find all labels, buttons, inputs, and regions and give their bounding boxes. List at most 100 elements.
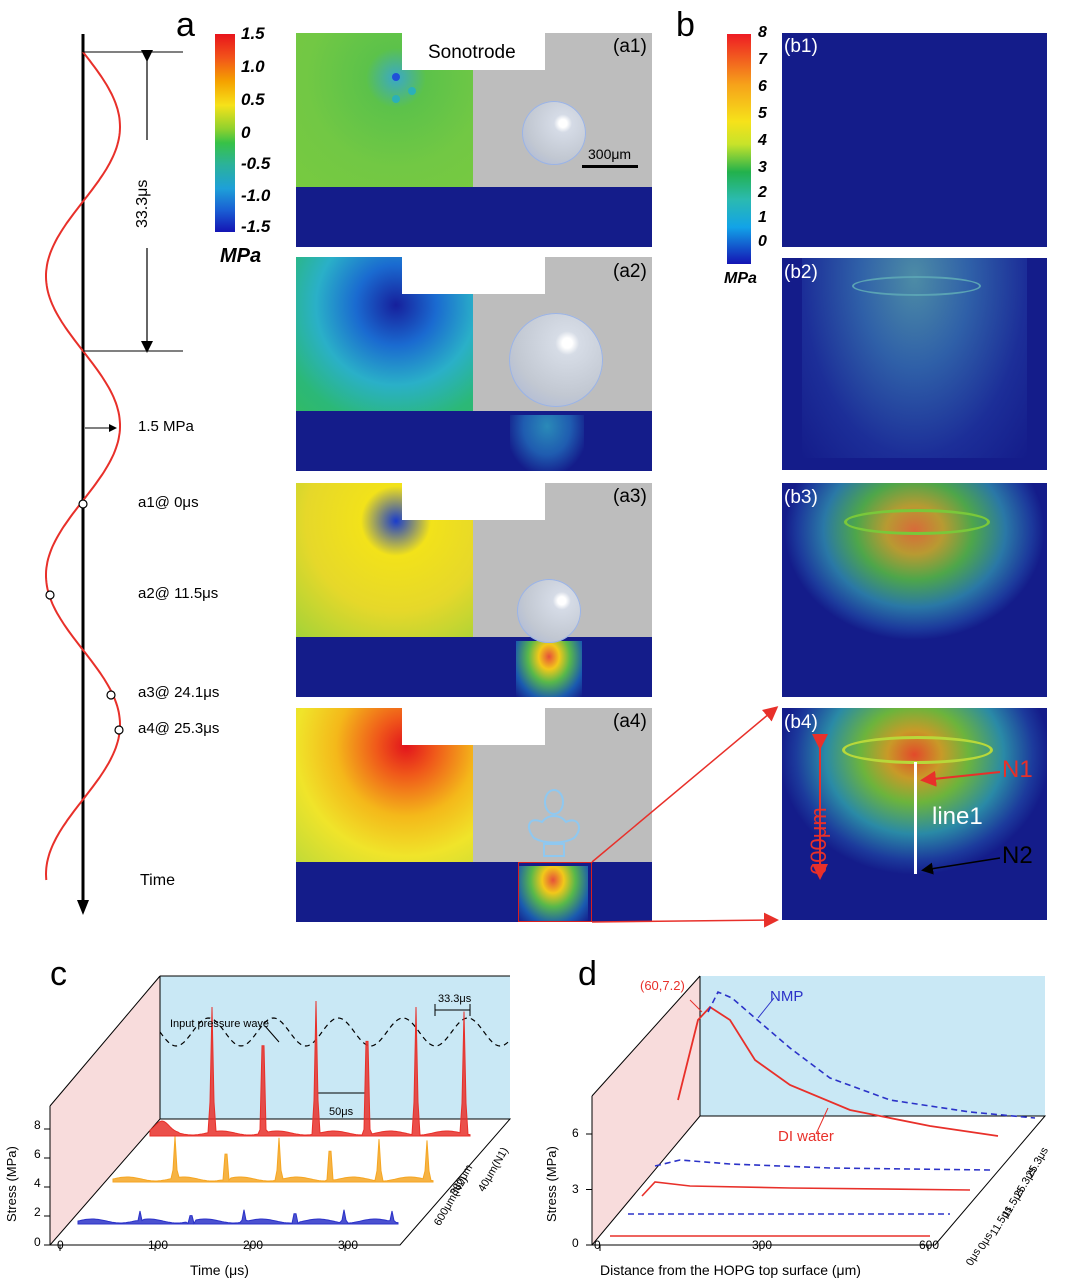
- annot-arrow: [689, 999, 703, 1013]
- point-a3: [106, 690, 116, 700]
- panel-label-a3: (a3): [613, 486, 647, 507]
- colorbar-a-ticks: 1.5 1.0 0.5 0 -0.5 -1.0 -1.5: [241, 24, 281, 244]
- sonotrode-label: Sonotrode: [428, 42, 516, 63]
- bubble: [517, 579, 581, 643]
- sim-panel-a1: [296, 33, 652, 247]
- point-label-a1: a1@ 0μs: [138, 494, 199, 511]
- chart-d-xlabel: Distance from the HOPG top surface (μm): [600, 1262, 861, 1278]
- cb-a-tick: 1.0: [241, 57, 265, 76]
- chart-c-xtick: 200: [243, 1238, 264, 1252]
- chart-d-ytick: 0: [572, 1236, 579, 1250]
- annot-leader: [264, 1025, 280, 1043]
- panel-label-a1: (a1): [613, 36, 647, 57]
- chart-c-xlabel: Time (μs): [190, 1262, 249, 1278]
- chart-c-ylabel: Stress (MPa): [4, 1146, 19, 1222]
- stress-plume: [510, 415, 584, 471]
- zoom-box: [518, 862, 592, 922]
- colorbar-a: [215, 34, 235, 232]
- sim-panel-b3: [782, 483, 1047, 697]
- cb-a-tick: 0.5: [241, 90, 265, 109]
- chart-d: [586, 975, 1047, 1251]
- micro-bubble: [408, 87, 416, 95]
- series-ridge: [149, 1000, 471, 1137]
- period-label: 33.3μs: [134, 179, 151, 228]
- panel-letter-c: c: [50, 955, 67, 993]
- panel-label-b3: (b3): [784, 487, 818, 508]
- panel-label-b1: (b1): [784, 36, 818, 57]
- sim-panel-a2: [296, 257, 652, 471]
- series-line-nmp: [707, 990, 1036, 1119]
- cb-b-tick: 3: [758, 159, 767, 176]
- chart-d-ylabel: Stress (MPa): [544, 1146, 559, 1222]
- back-wall: [160, 976, 510, 1119]
- chart-d-ytick: 6: [572, 1126, 579, 1140]
- edge: [591, 975, 701, 1097]
- chart-d-xtick: 300: [752, 1238, 773, 1252]
- cb-b-tick: 5: [758, 105, 767, 122]
- cb-b-tick: 1: [758, 209, 767, 226]
- edge: [49, 975, 161, 1107]
- line1-marker: [914, 762, 917, 874]
- series-ridge: [112, 1136, 434, 1183]
- cb-b-tick: 4: [758, 132, 767, 149]
- chart-d-annotation: NMP: [770, 988, 804, 1005]
- input-wave: [159, 1017, 509, 1047]
- panel-letter-a: a: [176, 6, 195, 44]
- chart-d-xtick: 0: [594, 1238, 601, 1252]
- hopg-substrate: [296, 411, 652, 471]
- series-line-nmp-11: [654, 1159, 991, 1171]
- cb-b-tick: 8: [758, 24, 767, 41]
- chart-c-ytick: 2: [34, 1205, 41, 1219]
- colorbar-b: [727, 34, 751, 264]
- stress-plume: [516, 641, 582, 697]
- stress-ring: [852, 276, 981, 296]
- chart-d-labels: Stress (MPa) Distance from the HOPG top …: [530, 960, 1072, 1281]
- panel-label-b2: (b2): [784, 262, 818, 283]
- chart-c-xtick: 100: [148, 1238, 169, 1252]
- panel-letter-b: b: [676, 6, 695, 44]
- sim-panel-a3: [296, 483, 652, 697]
- chart-d-ytick: 3: [572, 1182, 579, 1196]
- bubble: [509, 313, 603, 407]
- hopg-substrate: [296, 862, 652, 922]
- chart-c-ytick: 4: [34, 1176, 41, 1190]
- annot-arrow: [757, 997, 775, 1019]
- point-a2: [45, 590, 55, 600]
- time-axis-arrow: [77, 900, 89, 915]
- cb-b-tick: 2: [758, 184, 767, 201]
- chart-c-ytick: 8: [34, 1118, 41, 1132]
- side-wall: [50, 976, 160, 1245]
- chart-c: [44, 975, 512, 1251]
- panel-label-b4: (b4): [784, 712, 818, 733]
- point-a4: [114, 725, 124, 735]
- amplitude-label: 1.5 MPa: [138, 418, 194, 435]
- stress-plume: [518, 866, 588, 922]
- chart-d-depth-label: 0μs: [964, 1246, 984, 1268]
- chart-c-xtick: 0: [57, 1238, 64, 1252]
- hopg-substrate: [296, 637, 652, 697]
- back-wall: [700, 976, 1045, 1116]
- cb-a-tick: 1.5: [241, 24, 265, 43]
- annot-arrow: [815, 1107, 829, 1135]
- sim-panel-b2: [782, 258, 1047, 470]
- collapsing-bubble: [527, 789, 581, 857]
- colorbar-a-unit: MPa: [220, 245, 262, 267]
- zoom-connectors: [591, 706, 779, 928]
- micro-bubble: [392, 73, 400, 81]
- cb-b-tick: 7: [758, 51, 767, 68]
- cb-a-tick: -0.5: [241, 154, 271, 173]
- time-axis-label: Time: [140, 872, 175, 889]
- cb-b-tick: 0: [758, 233, 767, 250]
- point-label-a2: a2@ 11.5μs: [138, 585, 219, 602]
- chart-c-series-label: 40μm(N1): [476, 1145, 511, 1194]
- sim-panel-b1: [782, 33, 1047, 247]
- chart-c-labels: Stress (MPa) Time (μs) 0 100 200 300 0 2…: [0, 960, 530, 1281]
- colorbar-b-unit: MPa: [724, 270, 757, 287]
- line1-label: line1: [932, 803, 983, 830]
- point-a1: [78, 499, 88, 509]
- cb-a-tick: -1.0: [241, 186, 271, 205]
- point-label-a3: a3@ 24.1μs: [138, 684, 220, 701]
- chart-c-ytick: 0: [34, 1235, 41, 1249]
- series-line-di-water: [677, 1005, 999, 1137]
- panel-label-a4: (a4): [613, 711, 647, 732]
